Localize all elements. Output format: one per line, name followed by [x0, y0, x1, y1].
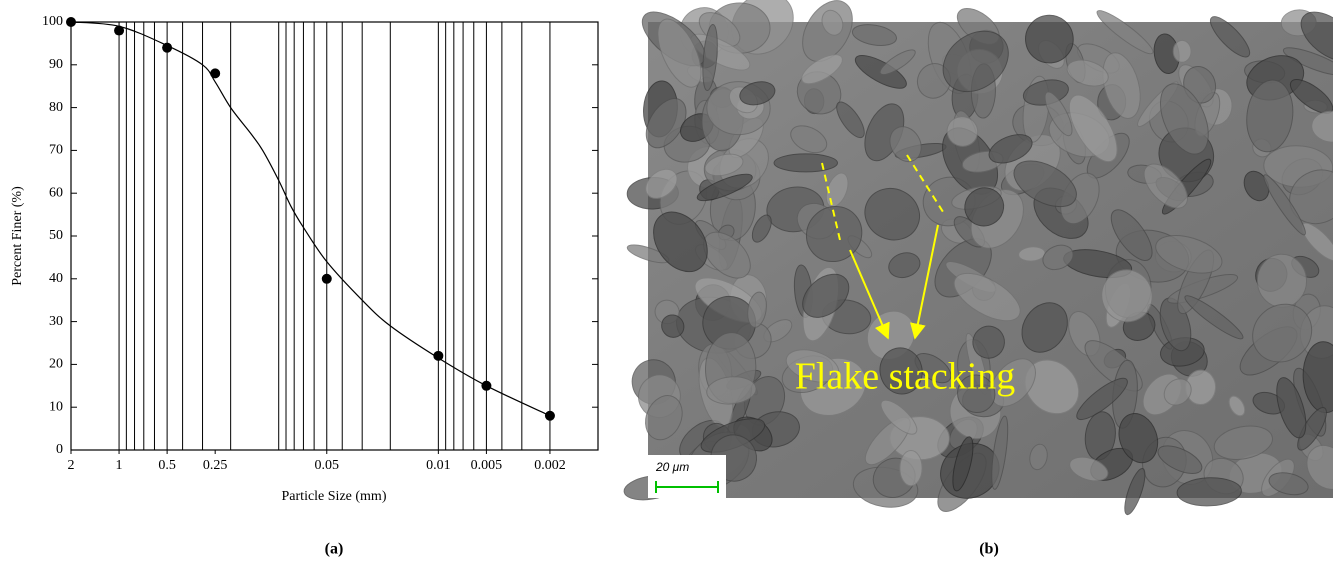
- y-tick-label: 10: [49, 399, 63, 414]
- y-tick-label: 20: [49, 357, 63, 372]
- y-tick-label: 70: [49, 143, 63, 158]
- data-point: [433, 351, 443, 361]
- sem-image: Flake stacking 20 μm: [622, 0, 1333, 519]
- plot-frame: [71, 22, 598, 450]
- y-tick-label: 50: [49, 228, 63, 243]
- data-point: [322, 274, 332, 284]
- data-point: [114, 26, 124, 36]
- x-tick-label: 2: [68, 458, 75, 473]
- figure: Particle Size (mm) Percent Finer (%) 210…: [0, 0, 1333, 570]
- data-point: [162, 43, 172, 53]
- scale-bar-label: 20 μm: [655, 460, 689, 474]
- y-tick-label: 90: [49, 57, 63, 72]
- data-point: [481, 381, 491, 391]
- fit-curve: [71, 22, 550, 416]
- y-tick-label: 30: [49, 314, 63, 329]
- x-tick-label: 0.002: [534, 458, 566, 473]
- particle: [900, 450, 922, 485]
- x-tick-label: 0.5: [158, 458, 176, 473]
- y-tick-label: 80: [49, 100, 63, 115]
- y-tick-label: 100: [42, 14, 63, 29]
- particle: [1173, 40, 1191, 62]
- x-tick-label: 0.25: [203, 458, 228, 473]
- annotation: Flake stacking: [795, 356, 1016, 398]
- x-tick-label: 0.05: [315, 458, 340, 473]
- y-tick-label: 60: [49, 185, 63, 200]
- panel-label: (a): [325, 541, 344, 558]
- panel-label: (b): [979, 541, 999, 558]
- x-tick-label: 1: [116, 458, 123, 473]
- y-tick-label: 0: [56, 442, 63, 457]
- data-point: [545, 411, 555, 421]
- y-axis-title: Percent Finer (%): [10, 186, 25, 286]
- x-tick-label: 0.01: [426, 458, 451, 473]
- x-tick-label: 0.005: [471, 458, 503, 473]
- particle: [774, 154, 837, 172]
- x-axis-title: Particle Size (mm): [282, 489, 387, 504]
- data-point: [210, 68, 220, 78]
- data-point: [66, 17, 76, 27]
- y-tick-label: 40: [49, 271, 63, 286]
